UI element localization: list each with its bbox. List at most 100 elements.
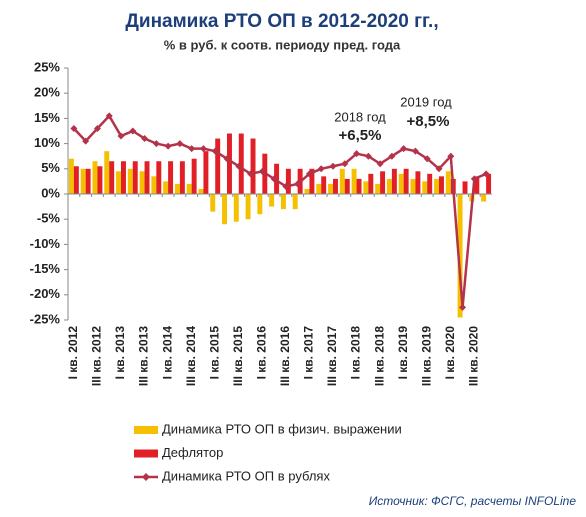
bar — [457, 194, 463, 318]
bar — [269, 194, 275, 207]
x-tick-label: III кв. 2014 — [184, 326, 198, 386]
y-tick-label: 5% — [41, 160, 60, 175]
bar — [356, 178, 362, 194]
bar — [333, 178, 338, 194]
bar — [481, 194, 487, 202]
y-tick-label: 15% — [34, 110, 60, 125]
x-tick-label: I кв. 2014 — [160, 326, 174, 380]
line-marker — [364, 152, 372, 160]
x-tick-label: I кв. 2015 — [207, 326, 221, 380]
legend-label: Динамика РТО ОП в физич. выражении — [162, 421, 402, 436]
line-marker — [317, 165, 325, 173]
legend-swatch — [134, 449, 158, 458]
bar — [227, 133, 232, 194]
y-tick-label: -15% — [30, 261, 61, 276]
x-tick-label: I кв. 2018 — [349, 326, 363, 380]
annotation: +6,5% — [339, 127, 382, 144]
bar — [321, 176, 327, 194]
bar — [92, 161, 98, 194]
bar — [215, 138, 221, 194]
bar — [233, 194, 239, 222]
line-marker — [305, 170, 313, 178]
y-tick-label: 20% — [34, 85, 60, 100]
bar — [351, 168, 357, 194]
bar — [168, 161, 174, 194]
line-marker — [294, 180, 302, 188]
bar — [210, 194, 216, 212]
line-marker — [329, 162, 337, 170]
line-marker — [423, 155, 431, 163]
line-marker — [411, 147, 419, 155]
bar — [415, 171, 421, 194]
bar — [391, 168, 397, 194]
bar — [222, 194, 227, 225]
line-marker — [188, 145, 196, 153]
bar — [238, 133, 244, 194]
x-tick-label: I кв. 2013 — [113, 326, 127, 380]
line-marker — [199, 145, 207, 153]
y-tick-label: -10% — [30, 236, 61, 251]
bar — [486, 173, 492, 194]
line-marker — [211, 147, 219, 155]
bar — [144, 161, 150, 194]
bar — [422, 181, 428, 194]
bar — [445, 171, 451, 194]
bar — [174, 183, 180, 194]
bar — [403, 168, 409, 194]
bar — [85, 168, 91, 194]
bar — [250, 138, 256, 194]
bar — [363, 181, 369, 194]
x-tick-label: I кв. 2019 — [396, 326, 410, 380]
bar — [434, 178, 439, 194]
bar — [398, 173, 404, 194]
x-tick-label: I кв. 2012 — [66, 326, 80, 380]
bar — [73, 166, 79, 194]
annotation: +8,5% — [407, 113, 450, 130]
annotation: 2019 год — [400, 94, 452, 109]
bar — [304, 188, 310, 194]
line-marker — [376, 160, 384, 168]
bar — [280, 194, 286, 210]
y-tick-label: -20% — [30, 286, 61, 301]
bar — [191, 158, 197, 194]
bar — [427, 173, 433, 194]
line-marker — [164, 142, 172, 150]
bar — [156, 161, 162, 194]
bar — [316, 183, 322, 194]
x-tick-label: I кв. 2020 — [443, 326, 457, 380]
line-marker — [447, 152, 455, 160]
bar — [198, 188, 204, 194]
line-marker — [247, 170, 255, 178]
x-tick-label: III кв. 2017 — [325, 326, 339, 386]
bar — [80, 168, 86, 194]
x-tick-label: III кв. 2013 — [137, 326, 151, 386]
y-tick-label: 0% — [41, 185, 60, 200]
line-marker — [482, 170, 490, 178]
x-tick-label: I кв. 2016 — [255, 326, 269, 380]
line — [72, 113, 487, 308]
x-tick-label: III кв. 2019 — [419, 326, 433, 386]
bar — [474, 176, 480, 194]
bar — [245, 194, 251, 220]
line-marker — [117, 132, 125, 140]
bar — [375, 183, 381, 194]
line-marker — [353, 150, 361, 158]
line-marker — [341, 160, 349, 168]
line-marker — [270, 175, 278, 183]
bar — [203, 151, 209, 194]
line-marker — [152, 140, 160, 148]
bar — [309, 168, 315, 194]
line-marker — [223, 155, 231, 163]
bar — [344, 178, 350, 194]
y-tick-label: -5% — [37, 211, 61, 226]
line-marker — [176, 140, 184, 148]
bar — [109, 161, 115, 194]
bar — [127, 168, 133, 194]
legend-swatch — [134, 426, 158, 434]
x-tick-label: III кв. 2018 — [372, 326, 386, 386]
legend-swatch — [142, 473, 150, 481]
bar — [97, 166, 103, 194]
bar — [285, 168, 291, 194]
line-marker — [105, 112, 113, 120]
line-marker — [400, 145, 408, 153]
